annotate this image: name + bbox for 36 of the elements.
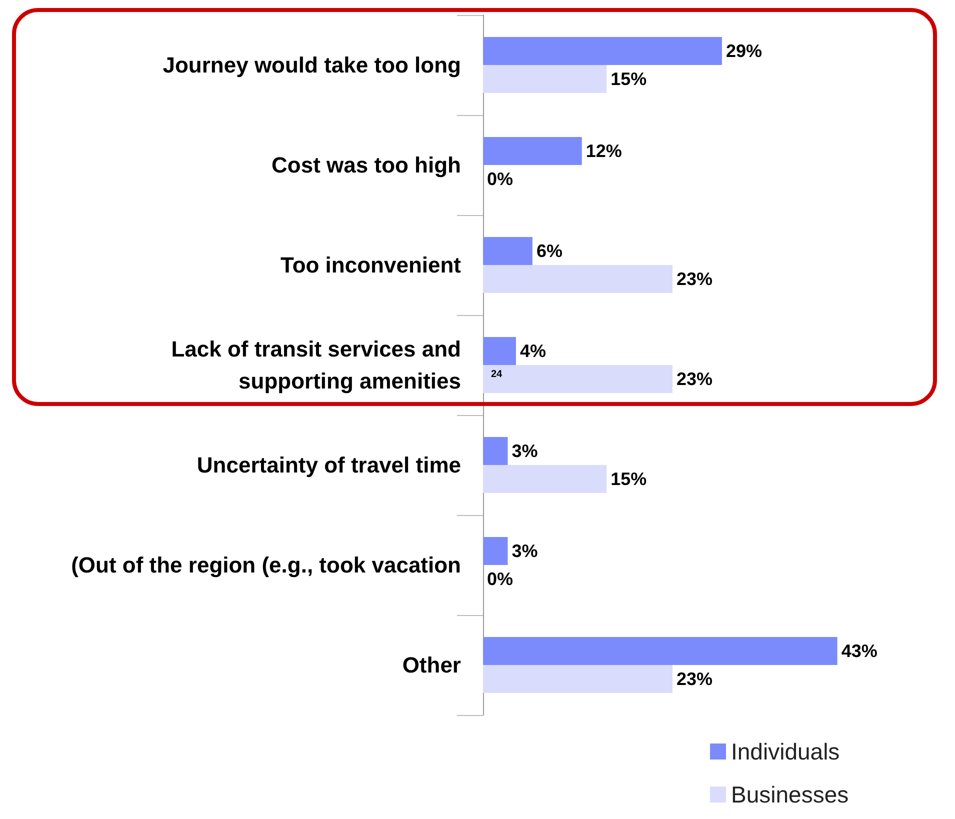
bar	[483, 37, 722, 65]
y-tick-label: (Out of the region (e.g., took vacation	[71, 552, 461, 578]
bar	[483, 365, 673, 393]
y-tick-label: Too inconvenient	[280, 252, 462, 278]
y-tick-label: Other	[402, 652, 462, 678]
data-label: 29%	[726, 41, 762, 61]
data-label: 4%	[520, 341, 546, 361]
data-label: 43%	[841, 641, 878, 661]
bar	[483, 337, 516, 365]
data-label: 23%	[676, 269, 713, 289]
bar	[483, 437, 508, 465]
legend-label: Businesses	[731, 782, 849, 808]
bar	[483, 265, 673, 293]
bar	[483, 665, 673, 693]
data-label: 23%	[676, 369, 713, 389]
annotation: 24	[491, 369, 502, 380]
y-tick-label: Uncertainty of travel time	[196, 452, 461, 478]
bar	[483, 65, 607, 93]
y-tick-label: Cost was too high	[272, 152, 461, 178]
data-label: 6%	[536, 241, 562, 261]
bar	[483, 237, 532, 265]
data-label: 3%	[512, 441, 538, 461]
legend-label: Individuals	[731, 738, 840, 764]
data-label: 0%	[487, 169, 514, 189]
bar	[483, 537, 508, 565]
data-label: 15%	[610, 69, 647, 89]
bar	[483, 637, 838, 665]
bar	[483, 465, 607, 493]
data-label: 15%	[610, 469, 647, 489]
y-tick-label: Journey would take too long	[162, 52, 461, 78]
bar	[483, 137, 582, 165]
data-label: 0%	[487, 569, 514, 589]
data-label: 3%	[512, 541, 538, 561]
data-label: 23%	[676, 669, 713, 689]
y-tick-label: Lack of transit services and supporting amenities	[171, 336, 461, 394]
data-label: 12%	[586, 141, 622, 161]
